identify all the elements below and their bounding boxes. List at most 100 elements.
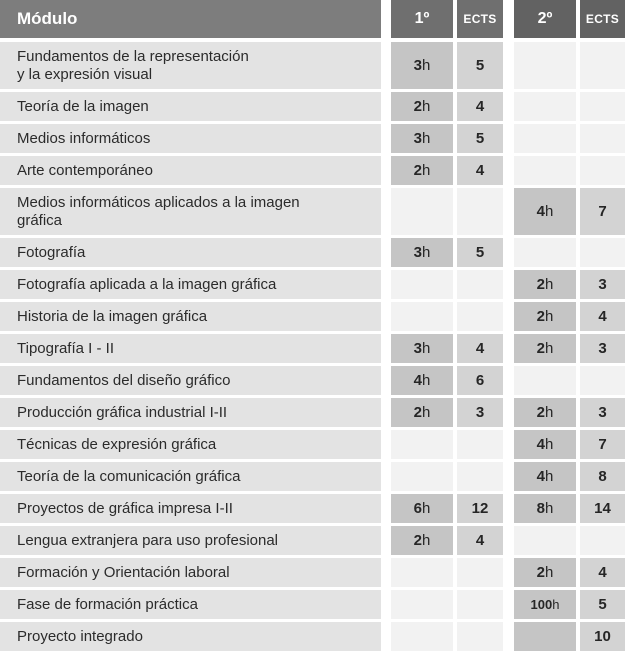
year2-ects-value: 3 [598, 340, 607, 357]
module-name-cell: Fotografía [0, 238, 381, 267]
table-row: Lengua extranjera para uso profesional 2… [0, 526, 625, 555]
column-header-year1: 1º [391, 0, 453, 38]
year2-hours-unit: h [545, 308, 554, 325]
year2-ects-cell: 7 [580, 430, 625, 459]
year2-ects-cell [580, 124, 625, 153]
year1-ects-cell [457, 270, 503, 299]
column-header-year2: 2º [514, 0, 576, 38]
year2-hours-unit: h [552, 597, 560, 612]
year2-ects-value: 8 [598, 468, 607, 485]
year2-ects-cell [580, 42, 625, 89]
year1-hours-unit: h [422, 532, 431, 549]
year2-hours-value: 100 [530, 597, 553, 612]
year1-ects-cell [457, 188, 503, 235]
module-name-cell: Formación y Orientación laboral [0, 558, 381, 587]
year1-ects-value: 4 [475, 340, 485, 357]
year2-ects-cell: 7 [580, 188, 625, 235]
module-name-cell: Proyectos de gráfica impresa I-II [0, 494, 381, 523]
year1-hours-unit: h [422, 500, 431, 517]
year1-hours-value: 3 [413, 244, 422, 261]
year1-ects-cell [457, 590, 503, 619]
module-name-cell: Técnicas de expresión gráfica [0, 430, 381, 459]
year1-ects-cell: 5 [457, 42, 503, 89]
year2-hours-unit: h [545, 500, 554, 517]
column-header-year1-ects: ECTS [457, 0, 503, 38]
year2-hours-value: 4 [536, 468, 545, 485]
year1-hours-cell [391, 430, 453, 459]
year2-ects-cell: 3 [580, 334, 625, 363]
year1-hours-value: 2 [413, 404, 422, 421]
column-header-year2-ects: ECTS [580, 0, 625, 38]
module-name-cell: Lengua extranjera para uso profesional [0, 526, 381, 555]
year2-ects-value: 4 [598, 308, 607, 325]
year2-ects-cell [580, 366, 625, 395]
year1-ects-cell [457, 622, 503, 651]
year1-hours-value: 2 [413, 532, 422, 549]
module-name-cell: Medios informáticos [0, 124, 381, 153]
table-header-row: Módulo 1º ECTS 2º ECTS [0, 0, 625, 38]
year1-ects-cell [457, 462, 503, 491]
table-row: Fase de formación práctica 100 h 5 [0, 590, 625, 619]
year2-ects-cell: 5 [580, 590, 625, 619]
year2-hours-cell [514, 156, 576, 185]
year2-hours-unit: h [545, 276, 554, 293]
table-row: Proyecto integrado 10 [0, 622, 625, 651]
module-name-cell: Proyecto integrado [0, 622, 381, 651]
module-name-cell: Fase de formación práctica [0, 590, 381, 619]
year2-hours-cell [514, 366, 576, 395]
table-body: Fundamentos de la representación y la ex… [0, 42, 625, 651]
year1-hours-value: 2 [413, 162, 422, 179]
year2-ects-cell: 10 [580, 622, 625, 651]
year2-hours-cell: 100 h [514, 590, 576, 619]
year1-hours-cell [391, 622, 453, 651]
year1-hours-unit: h [422, 130, 431, 147]
year2-ects-cell [580, 526, 625, 555]
year1-hours-unit: h [422, 98, 431, 115]
year1-ects-value: 5 [475, 244, 485, 261]
year2-ects-value: 10 [594, 628, 611, 645]
year2-ects-value: 7 [598, 436, 607, 453]
year1-hours-value: 2 [413, 98, 422, 115]
year1-ects-cell: 5 [457, 124, 503, 153]
year2-ects-cell [580, 238, 625, 267]
year2-ects-cell: 14 [580, 494, 625, 523]
year1-hours-unit: h [422, 404, 431, 421]
year1-hours-unit: h [422, 162, 431, 179]
year1-hours-value: 3 [413, 340, 422, 357]
year1-ects-value: 3 [475, 404, 485, 421]
table-row: Fotografía aplicada a la imagen gráfica … [0, 270, 625, 299]
year2-ects-value: 14 [594, 500, 611, 517]
year1-hours-value: 3 [413, 57, 422, 74]
year2-hours-cell [514, 238, 576, 267]
year2-hours-unit: h [545, 468, 554, 485]
module-name-cell: Producción gráfica industrial I-II [0, 398, 381, 427]
year1-hours-unit: h [422, 372, 431, 389]
year2-hours-unit: h [545, 436, 554, 453]
module-name-cell: Teoría de la comunicación gráfica [0, 462, 381, 491]
module-name-cell: Fundamentos de la representación y la ex… [0, 42, 381, 89]
year2-hours-unit: h [545, 340, 554, 357]
year2-hours-value: 4 [536, 436, 545, 453]
